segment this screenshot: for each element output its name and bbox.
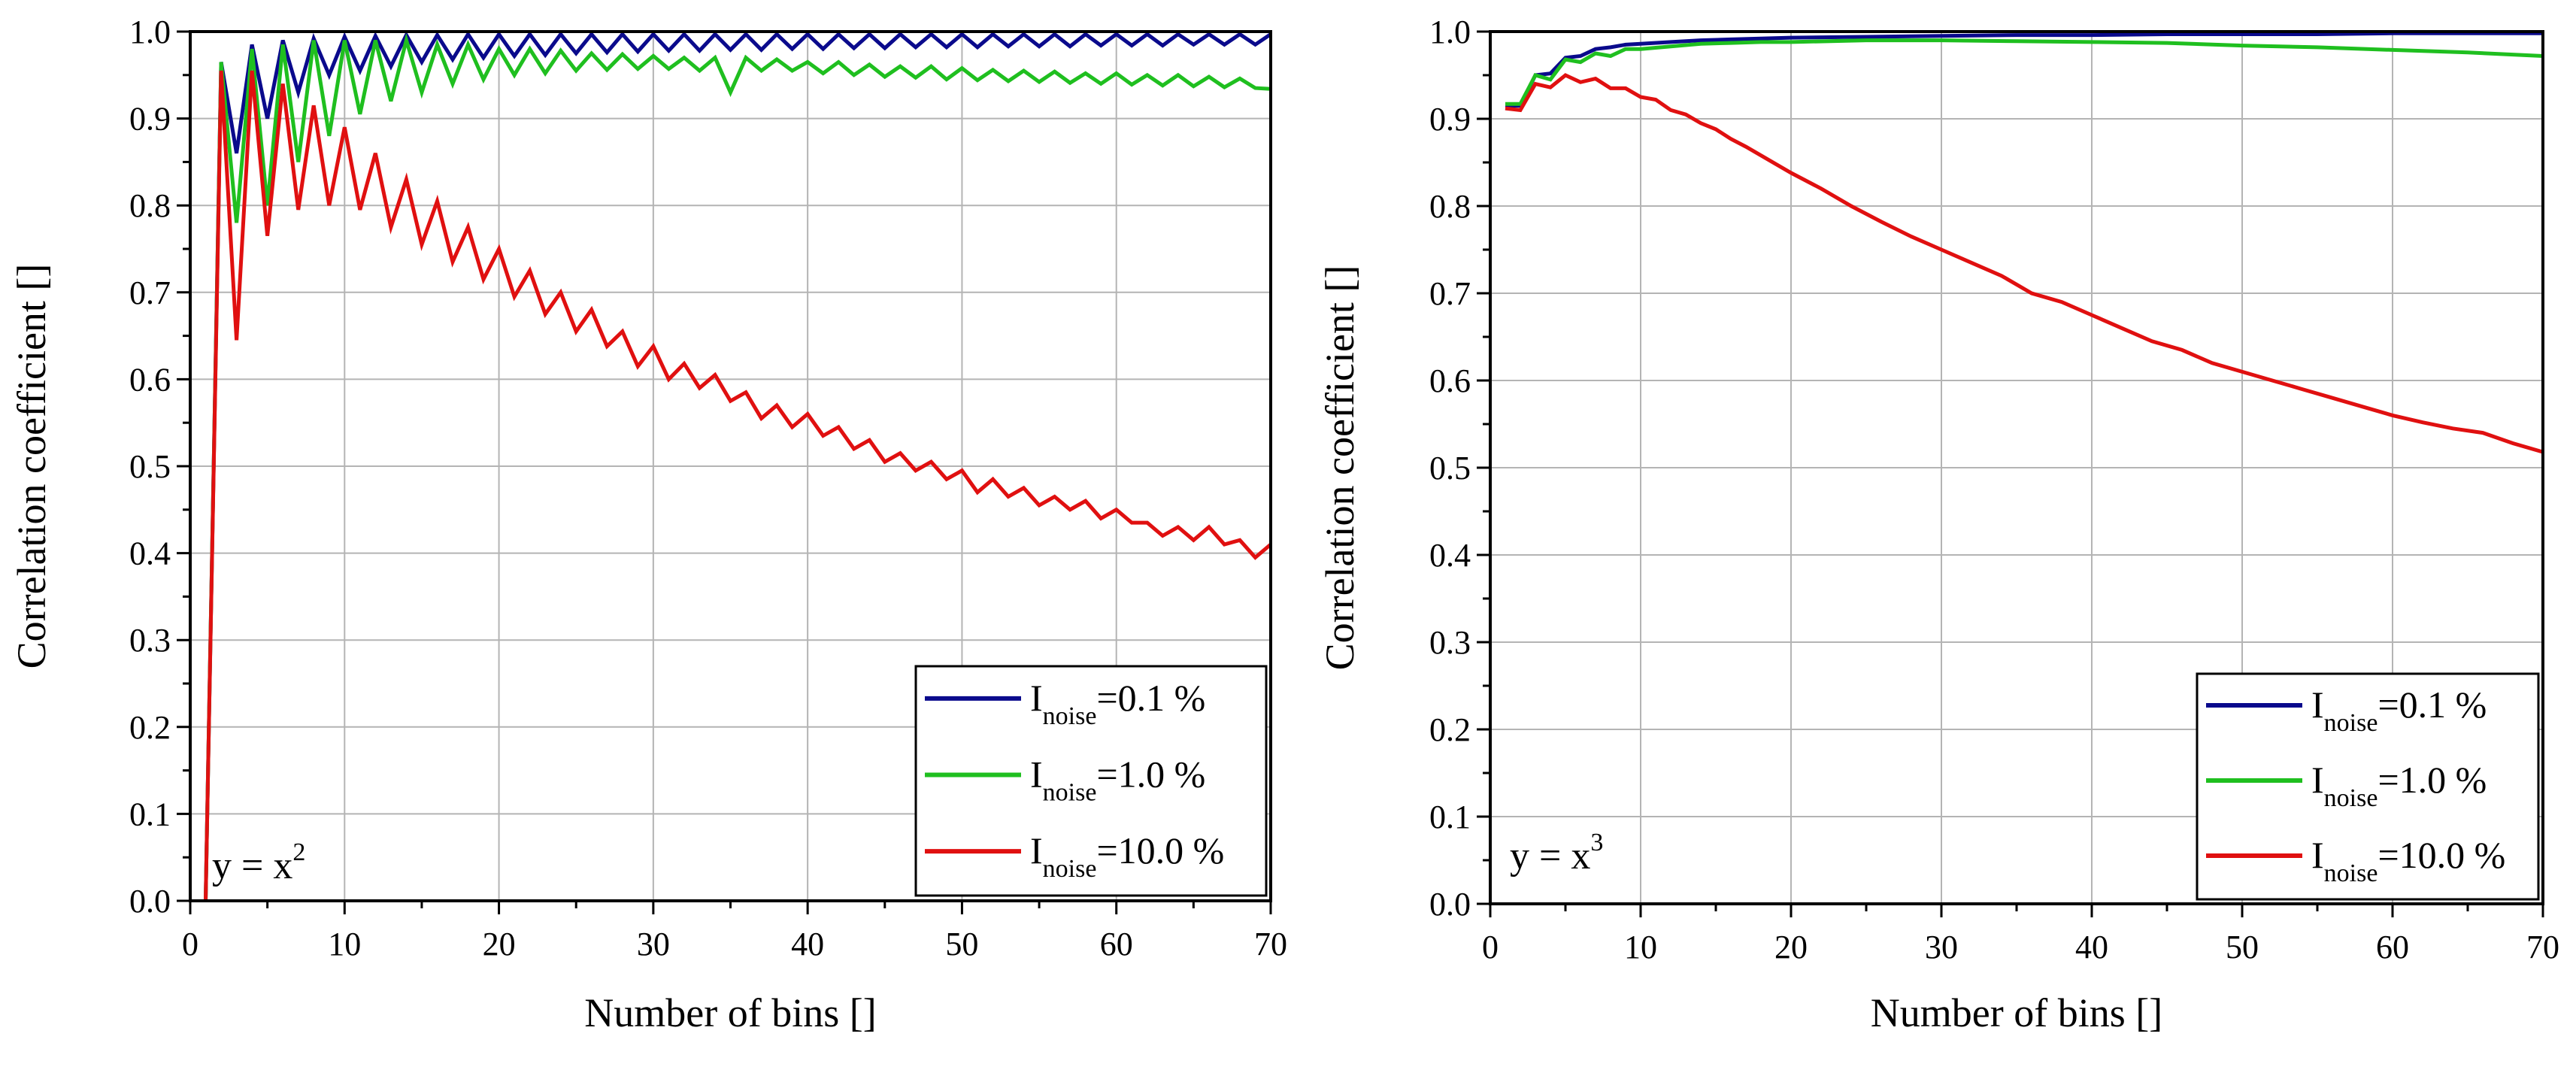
y-tick-label: 0.4 (129, 535, 171, 572)
y-tick-label: 0.6 (129, 361, 171, 398)
x-tick-label: 40 (2075, 929, 2108, 965)
y-tick-label: 0.8 (129, 187, 171, 224)
legend-label-2: Inoise=1.0 % (1030, 753, 1205, 807)
series-line-3 (1505, 73, 2544, 454)
legend-box (2196, 672, 2540, 901)
y-tick-label: 0.9 (1429, 101, 1471, 138)
y-axis-title: Correlation coefficient [] (1317, 265, 1362, 671)
x-tick-label: 10 (1624, 929, 1657, 965)
x-tick-label: 70 (1254, 926, 1287, 962)
x-tick-label: 50 (945, 926, 978, 962)
x-tick-label: 70 (2526, 929, 2559, 965)
equation-annotation: y = x2 (212, 838, 305, 887)
y-tick-label: 0.7 (1429, 275, 1471, 312)
y-tick-label: 0.1 (1429, 799, 1471, 835)
y-tick-label: 0.2 (1429, 711, 1471, 748)
y-tick-label: 0.2 (129, 709, 171, 746)
y-tick-label: 0.3 (129, 622, 171, 659)
x-axis-title: Number of bins [] (1871, 990, 2162, 1035)
y-tick-label: 0.5 (1429, 450, 1471, 487)
legend-label-1: Inoise=0.1 % (1030, 677, 1205, 730)
series-line-2 (204, 33, 1271, 902)
legend-label-3: Inoise=10.0 % (2311, 834, 2505, 887)
equation-annotation: y = x3 (1510, 829, 1603, 878)
y-tick-label: 0.4 (1429, 537, 1471, 574)
legend: Inoise=0.1 % Inoise=1.0 % Inoise=10.0 % (914, 665, 1268, 897)
y-tick-label: 0.3 (1429, 624, 1471, 661)
y-tick-label: 0.9 (129, 101, 171, 138)
legend: Inoise=0.1 % Inoise=1.0 % Inoise=10.0 % (2196, 672, 2540, 901)
x-tick-label: 60 (2376, 929, 2409, 965)
x-tick-label: 60 (1100, 926, 1133, 962)
series-line-1 (1505, 31, 2543, 108)
series-line-3 (204, 70, 1272, 902)
y-tick-label: 0.6 (1429, 362, 1471, 399)
y-tick-label: 1.0 (1429, 14, 1471, 50)
series-line-1 (204, 30, 1272, 902)
x-tick-label: 30 (637, 926, 670, 962)
chart-panel-1: 0 10 20 30 40 50 60 70 0.0 0.1 0.2 0.3 0.4 0.5 0.6 0.7 0… (9, 14, 1287, 1035)
x-tick-label: 0 (1482, 929, 1499, 965)
series-line-2 (1505, 38, 2544, 106)
legend-box (914, 665, 1268, 897)
y-tick-label: 0.5 (129, 448, 171, 485)
y-tick-label: 0.7 (129, 274, 171, 311)
x-tick-label: 0 (182, 926, 199, 962)
x-tick-label: 20 (483, 926, 516, 962)
x-tick-label: 20 (1774, 929, 1808, 965)
x-tick-label: 40 (791, 926, 824, 962)
x-tick-label: 10 (328, 926, 361, 962)
legend-label-1: Inoise=0.1 % (2311, 684, 2487, 737)
y-tick-label: 1.0 (129, 14, 171, 50)
y-tick-label: 0.0 (129, 883, 171, 920)
x-tick-label: 30 (1925, 929, 1958, 965)
legend-label-2: Inoise=1.0 % (2311, 759, 2487, 812)
y-tick-label: 0.1 (129, 796, 171, 832)
y-tick-label: 0.8 (1429, 188, 1471, 225)
y-tick-label: 0.0 (1429, 886, 1471, 923)
y-axis-title: Correlation coefficient [] (9, 264, 54, 669)
x-axis-title: Number of bins [] (584, 990, 876, 1035)
chart-panel-2: 0 10 20 30 40 50 60 70 0.0 0.1 0.2 0.3 0.4 0.5 0.6 0.7 0… (1317, 14, 2559, 1035)
legend-label-3: Inoise=10.0 % (1030, 829, 1224, 883)
x-tick-label: 50 (2226, 929, 2259, 965)
